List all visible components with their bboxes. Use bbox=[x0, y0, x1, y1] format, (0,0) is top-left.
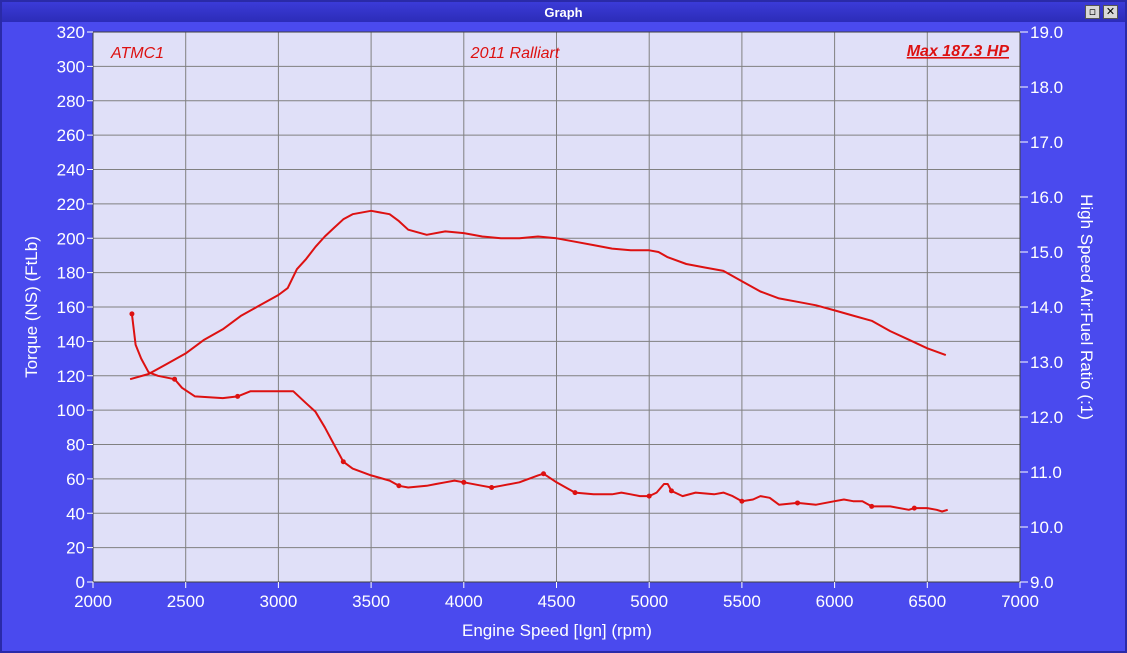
y-tick-label-right: 13.0 bbox=[1030, 353, 1063, 372]
title-bar[interactable]: Graph ▫ ✕ bbox=[2, 2, 1125, 22]
y-tick-label-left: 260 bbox=[57, 126, 85, 145]
afr-line bbox=[130, 313, 948, 513]
afr-point bbox=[795, 500, 801, 506]
x-axis: 2000 2500 3000 3500 4000 4500 5000 5500 6000 6500… bbox=[74, 582, 1039, 611]
restore-button[interactable]: ▫ bbox=[1085, 5, 1100, 19]
y-tick-label-right: 14.0 bbox=[1030, 298, 1063, 317]
afr-point bbox=[646, 493, 652, 499]
y-tick-label-right: 10.0 bbox=[1030, 518, 1063, 537]
y-tick-label-left: 220 bbox=[57, 195, 85, 214]
y-tick-label-left: 60 bbox=[66, 470, 85, 489]
y-tick-label-right: 19.0 bbox=[1030, 23, 1063, 42]
afr-point bbox=[489, 484, 495, 490]
afr-point bbox=[396, 483, 402, 489]
afr-point bbox=[572, 490, 578, 496]
x-tick-label: 6500 bbox=[908, 592, 946, 611]
x-tick-label: 2500 bbox=[167, 592, 205, 611]
x-tick-label: 2000 bbox=[74, 592, 112, 611]
y-tick-label-left: 20 bbox=[66, 539, 85, 558]
y-tick-label-left: 180 bbox=[57, 264, 85, 283]
y-tick-label-left: 240 bbox=[57, 161, 85, 180]
y-tick-label-left: 200 bbox=[57, 229, 85, 248]
y-tick-label-left: 140 bbox=[57, 332, 85, 351]
afr-point bbox=[461, 479, 467, 485]
x-tick-label: 6000 bbox=[816, 592, 854, 611]
y-tick-label-right: 12.0 bbox=[1030, 408, 1063, 427]
left-axis: 0 20 40 60 80 100 120 140 160 180 200 220 240 260 280 3… bbox=[57, 23, 93, 592]
y-tick-label-left: 320 bbox=[57, 23, 85, 42]
right-axis: 9.0 10.0 11.0 12.0 13.0 14.0 15.0 16.0 17.0 18.0 1… bbox=[1020, 23, 1063, 592]
y-tick-label-left: 300 bbox=[57, 57, 85, 76]
y-tick-label-right: 17.0 bbox=[1030, 133, 1063, 152]
afr-point bbox=[340, 459, 346, 465]
afr-point bbox=[869, 503, 875, 509]
y-tick-label-right: 18.0 bbox=[1030, 78, 1063, 97]
afr-point bbox=[911, 505, 917, 511]
afr-point bbox=[541, 471, 547, 477]
series-lines bbox=[129, 209, 948, 513]
y-tick-label-left: 120 bbox=[57, 367, 85, 386]
y-axis-label-right: High Speed Air:Fuel Ratio (:1) bbox=[1077, 194, 1096, 420]
y-axis-label-left: Torque (NS) (FtLb) bbox=[22, 236, 41, 378]
y-tick-label-left: 80 bbox=[66, 436, 85, 455]
afr-point bbox=[235, 393, 241, 399]
y-tick-label-left: 280 bbox=[57, 92, 85, 111]
window-title: Graph bbox=[544, 5, 583, 20]
y-tick-label-left: 0 bbox=[76, 573, 85, 592]
afr-point bbox=[172, 376, 178, 382]
x-tick-label: 3500 bbox=[352, 592, 390, 611]
annotation-center: 2011 Ralliart bbox=[470, 45, 560, 62]
y-tick-label-left: 160 bbox=[57, 298, 85, 317]
x-tick-label: 5000 bbox=[630, 592, 668, 611]
x-tick-label: 4500 bbox=[538, 592, 576, 611]
y-tick-label-right: 15.0 bbox=[1030, 243, 1063, 262]
y-tick-label-right: 9.0 bbox=[1030, 573, 1054, 592]
x-tick-label: 4000 bbox=[445, 592, 483, 611]
y-tick-label-left: 100 bbox=[57, 401, 85, 420]
y-tick-label-right: 16.0 bbox=[1030, 188, 1063, 207]
close-button[interactable]: ✕ bbox=[1103, 5, 1118, 19]
x-axis-label: Engine Speed [Ign] (rpm) bbox=[462, 621, 652, 640]
y-tick-label-right: 11.0 bbox=[1030, 463, 1062, 482]
annotation-max-hp: Max 187.3 HP bbox=[907, 43, 1010, 60]
x-tick-label: 3000 bbox=[259, 592, 297, 611]
annotation-left: ATMC1 bbox=[110, 45, 164, 62]
afr-point bbox=[739, 498, 745, 504]
afr-point bbox=[668, 488, 674, 494]
afr-point bbox=[129, 311, 135, 317]
torque-line bbox=[129, 209, 947, 381]
x-tick-label: 7000 bbox=[1001, 592, 1039, 611]
y-tick-label-left: 40 bbox=[66, 504, 85, 523]
x-tick-label: 5500 bbox=[723, 592, 761, 611]
